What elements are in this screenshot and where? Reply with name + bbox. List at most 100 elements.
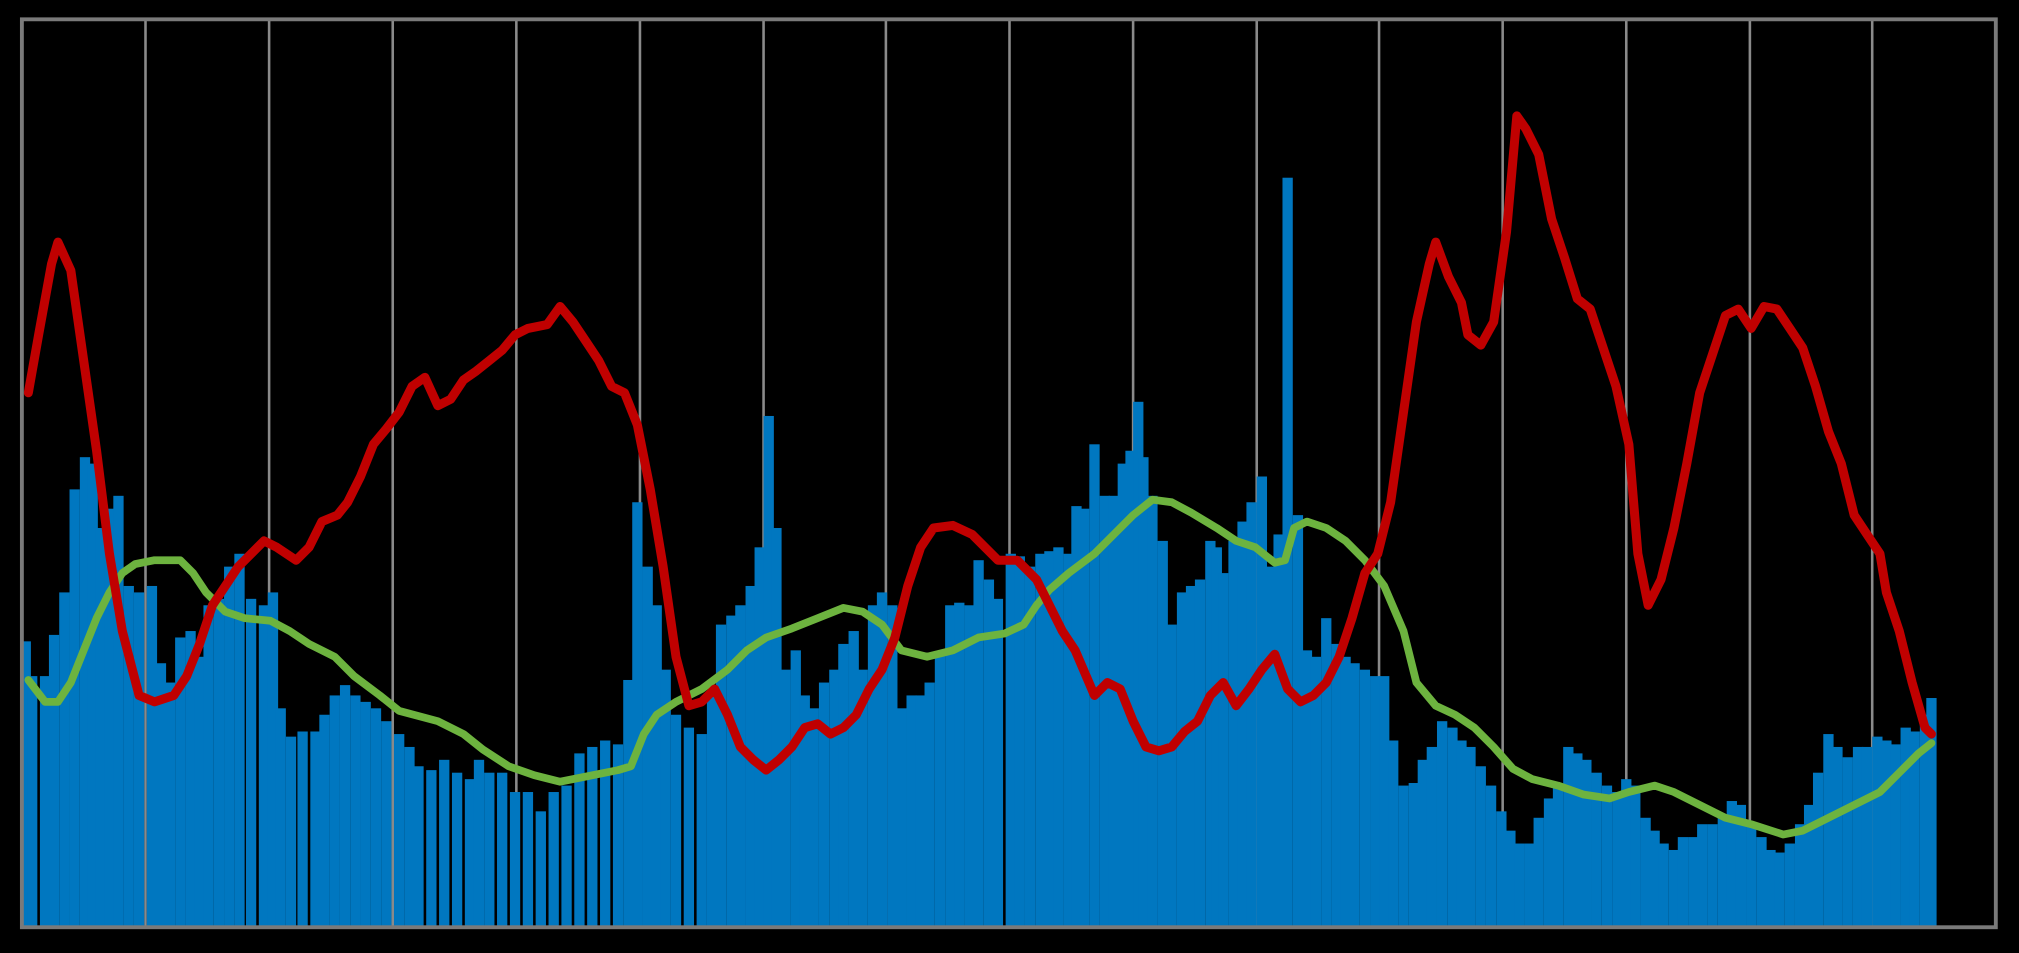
bar <box>715 624 727 928</box>
bar <box>1514 843 1525 928</box>
bar <box>1005 553 1016 928</box>
bar <box>1035 553 1046 928</box>
bar <box>1832 746 1843 928</box>
bar <box>623 679 634 928</box>
bar <box>790 650 801 928</box>
bar <box>1301 650 1313 928</box>
bar <box>964 605 975 928</box>
bar <box>1426 746 1437 928</box>
bar <box>310 731 321 928</box>
bar <box>339 685 351 928</box>
bar <box>587 746 598 928</box>
bar <box>1707 824 1718 928</box>
bar <box>413 766 424 928</box>
bar <box>1292 515 1304 928</box>
bar <box>1543 798 1555 928</box>
bar <box>763 415 774 928</box>
bar <box>1852 746 1864 928</box>
bar <box>258 605 270 928</box>
bar <box>1601 785 1613 928</box>
bar <box>906 695 917 928</box>
bar <box>1563 746 1574 928</box>
bar <box>1524 843 1535 928</box>
bar <box>808 708 819 928</box>
bar <box>146 585 158 928</box>
bar <box>497 772 508 928</box>
bar <box>394 734 405 928</box>
bar <box>48 634 60 928</box>
bar <box>1071 506 1082 928</box>
bar <box>79 457 91 928</box>
bar <box>1881 740 1892 928</box>
bar <box>87 463 98 928</box>
bar <box>1794 824 1806 928</box>
bar <box>329 695 340 928</box>
bar <box>297 731 308 928</box>
bar <box>1717 817 1728 928</box>
bar <box>818 682 830 928</box>
marks <box>20 111 1937 928</box>
bar <box>934 654 946 928</box>
bar <box>1211 547 1222 928</box>
bar <box>1185 585 1197 928</box>
bar <box>1677 837 1689 928</box>
bar <box>1630 785 1641 928</box>
bar <box>1398 785 1409 928</box>
bar <box>1552 785 1564 928</box>
bar <box>381 721 392 928</box>
bar <box>838 643 849 928</box>
bar <box>509 792 521 928</box>
bar <box>104 508 115 928</box>
bar <box>213 598 225 928</box>
bar <box>1496 811 1507 928</box>
bar <box>1533 817 1544 928</box>
bar <box>1726 801 1738 928</box>
bar <box>600 740 611 928</box>
bar <box>370 708 382 928</box>
bar <box>245 598 257 928</box>
bar <box>1264 566 1275 928</box>
bar <box>1756 837 1767 928</box>
bar <box>1147 495 1158 928</box>
bar <box>973 560 984 928</box>
bar <box>683 727 695 928</box>
bar <box>1447 727 1458 928</box>
bar <box>224 566 235 928</box>
bar <box>1572 753 1583 928</box>
bar <box>1079 508 1090 928</box>
bar <box>1581 759 1592 928</box>
bar <box>1621 779 1632 928</box>
bar <box>1872 736 1883 928</box>
bar <box>426 770 437 928</box>
bar <box>1668 849 1680 928</box>
plot-frame <box>19 17 1998 930</box>
bar <box>1310 656 1322 928</box>
bar <box>1746 824 1757 928</box>
bar <box>1919 714 1931 928</box>
bar <box>1823 734 1834 928</box>
bar <box>1909 731 1920 928</box>
bar <box>123 585 134 928</box>
line <box>24 495 1936 839</box>
bar <box>39 676 51 928</box>
bar <box>1765 849 1776 928</box>
bar <box>829 669 840 928</box>
bar <box>20 641 31 928</box>
bar <box>848 631 859 928</box>
bar <box>1138 457 1149 928</box>
bar <box>1246 502 1257 928</box>
bar <box>1349 663 1360 928</box>
bar <box>1237 521 1248 928</box>
bar <box>857 669 868 928</box>
bar <box>194 656 205 928</box>
bar <box>642 566 653 928</box>
bar <box>780 669 791 928</box>
bar <box>1774 852 1785 928</box>
bar <box>1044 551 1055 928</box>
bar <box>887 605 898 928</box>
bar <box>1861 746 1873 928</box>
bar <box>799 695 810 928</box>
bar <box>992 598 1004 928</box>
